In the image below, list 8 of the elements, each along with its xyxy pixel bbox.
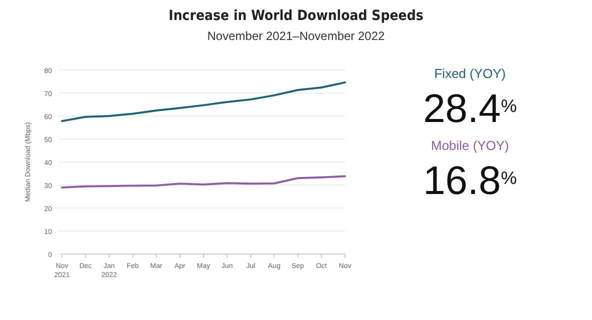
line-series [61, 175, 346, 189]
line-series [61, 81, 346, 122]
chart-subtitle: November 2021–November 2022 [207, 29, 386, 43]
text: Mobile (YOY) [430, 138, 510, 153]
text: Fixed (YOY) [434, 66, 506, 81]
text: 16.8$^{%}$ [423, 159, 517, 203]
text: 28.4$^{%}$ [423, 87, 517, 131]
chart-title: Increase in World Download Speeds [168, 8, 424, 24]
